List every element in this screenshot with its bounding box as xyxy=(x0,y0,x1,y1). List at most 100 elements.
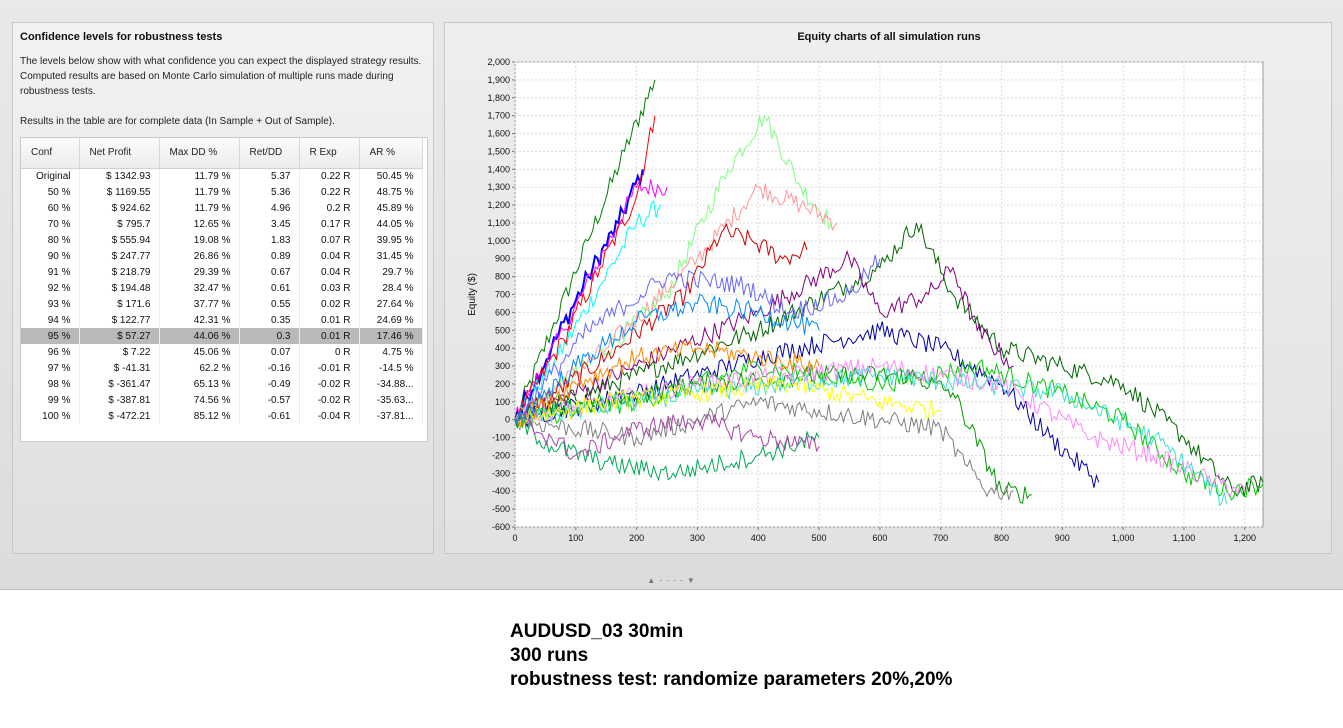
y-tick-label: 1,800 xyxy=(487,93,510,103)
cell-conf: 80 % xyxy=(21,232,80,248)
cell-ret-dd: 1.83 xyxy=(239,232,300,248)
cell-r-exp: 0.2 R xyxy=(299,200,360,216)
cell-r-exp: 0.07 R xyxy=(299,232,360,248)
panel-splitter[interactable]: ▲ - - - - ▼ xyxy=(0,574,1343,586)
table-row[interactable]: 93 % $ 171.6 37.77 % 0.55 0.02 R 27.64 % xyxy=(21,296,423,312)
equity-series-line xyxy=(514,396,1014,501)
cell-r-exp: 0.02 R xyxy=(299,296,360,312)
main-window: Confidence levels for robustness tests T… xyxy=(0,0,1343,590)
table-row[interactable]: 96 % $ 7.22 45.06 % 0.07 0 R 4.75 % xyxy=(21,344,423,360)
table-row[interactable]: 91 % $ 218.79 29.39 % 0.67 0.04 R 29.7 % xyxy=(21,264,423,280)
column-header-max-dd[interactable]: Max DD % xyxy=(159,138,240,169)
cell-ar: -14.5 % xyxy=(359,360,423,376)
x-tick-label: 0 xyxy=(512,533,517,543)
cell-ret-dd: 0.55 xyxy=(239,296,300,312)
equity-series-line xyxy=(514,115,656,421)
equity-series-line xyxy=(514,200,662,425)
equity-series-line xyxy=(514,375,941,428)
y-tick-label: 1,500 xyxy=(487,146,510,156)
column-header-r-exp[interactable]: R Exp xyxy=(299,138,360,169)
cell-max-dd: 11.79 % xyxy=(159,168,240,184)
y-tick-label: 800 xyxy=(495,272,510,282)
cell-net-profit: $ -472.21 xyxy=(79,408,160,424)
confidence-table[interactable]: Conf Net Profit Max DD % Ret/DD R Exp AR… xyxy=(21,138,423,424)
cell-ar: 44.05 % xyxy=(359,216,423,232)
equity-series-line xyxy=(514,79,656,420)
cell-ar: 4.75 % xyxy=(359,344,423,360)
splitter-grip-icon[interactable]: ▲ - - - - ▼ xyxy=(647,575,696,585)
column-header-net-profit[interactable]: Net Profit xyxy=(79,138,160,169)
table-row[interactable]: 97 % $ -41.31 62.2 % -0.16 -0.01 R -14.5 % xyxy=(21,360,423,376)
table-row[interactable]: 95 % $ 57.27 44.06 % 0.3 0.01 R 17.46 % xyxy=(21,328,423,344)
cell-ar: 50.45 % xyxy=(359,168,423,184)
equity-series-line xyxy=(514,223,808,423)
cell-conf: 92 % xyxy=(21,280,80,296)
cell-r-exp: 0.04 R xyxy=(299,264,360,280)
table-row[interactable]: 60 % $ 924.62 11.79 % 4.96 0.2 R 45.89 % xyxy=(21,200,423,216)
y-tick-label: 0 xyxy=(505,415,510,425)
cell-max-dd: 85.12 % xyxy=(159,408,240,424)
cell-conf: 96 % xyxy=(21,344,80,360)
cell-r-exp: -0.04 R xyxy=(299,408,360,424)
y-tick-label: 1,300 xyxy=(487,182,510,192)
confidence-levels-panel: Confidence levels for robustness tests T… xyxy=(12,22,434,554)
chart-title: Equity charts of all simulation runs xyxy=(797,31,981,43)
equity-series-line xyxy=(514,414,820,482)
y-tick-label: 1,200 xyxy=(487,200,510,210)
table-row[interactable]: 80 % $ 555.94 19.08 % 1.83 0.07 R 39.95 % xyxy=(21,232,423,248)
table-header-row: Conf Net Profit Max DD % Ret/DD R Exp AR… xyxy=(21,138,423,169)
cell-max-dd: 19.08 % xyxy=(159,232,240,248)
cell-ar: 48.75 % xyxy=(359,184,423,200)
cell-max-dd: 11.79 % xyxy=(159,200,240,216)
cell-max-dd: 11.79 % xyxy=(159,184,240,200)
caption-symbol: AUDUSD_03 30min xyxy=(510,621,684,642)
cell-conf: 50 % xyxy=(21,184,80,200)
cell-net-profit: $ 795.7 xyxy=(79,216,160,232)
equity-series-line xyxy=(514,365,1227,507)
x-tick-label: 100 xyxy=(568,533,583,543)
table-row[interactable]: 98 % $ -361.47 65.13 % -0.49 -0.02 R -34.88..… xyxy=(21,376,423,392)
table-row[interactable]: 99 % $ -387.81 74.56 % -0.57 -0.02 R -35.63..… xyxy=(21,392,423,408)
y-tick-label: 500 xyxy=(495,325,510,335)
cell-max-dd: 12.65 % xyxy=(159,216,240,232)
cell-max-dd: 37.77 % xyxy=(159,296,240,312)
x-tick-label: 800 xyxy=(994,533,1009,543)
cell-ret-dd: 0.61 xyxy=(239,280,300,296)
equity-series-line xyxy=(514,364,1032,504)
cell-net-profit: $ 555.94 xyxy=(79,232,160,248)
y-tick-label: 700 xyxy=(495,290,510,300)
x-tick-label: 500 xyxy=(812,533,827,543)
table-row[interactable]: 92 % $ 194.48 32.47 % 0.61 0.03 R 28.4 % xyxy=(21,280,423,296)
x-tick-label: 1,100 xyxy=(1173,533,1196,543)
table-row[interactable]: 94 % $ 122.77 42.31 % 0.35 0.01 R 24.69 % xyxy=(21,312,423,328)
table-row[interactable]: 50 % $ 1169.55 11.79 % 5.36 0.22 R 48.75 % xyxy=(21,184,423,200)
table-row[interactable]: 90 % $ 247.77 26.86 % 0.89 0.04 R 31.45 % xyxy=(21,248,423,264)
cell-ar: 31.45 % xyxy=(359,248,423,264)
equity-series-line xyxy=(514,179,668,421)
column-header-ret-dd[interactable]: Ret/DD xyxy=(239,138,300,169)
equity-series-line xyxy=(514,183,838,421)
confidence-table-container[interactable]: Conf Net Profit Max DD % Ret/DD R Exp AR… xyxy=(20,137,428,442)
cell-net-profit: $ -361.47 xyxy=(79,376,160,392)
cell-net-profit: $ -387.81 xyxy=(79,392,160,408)
cell-ar: 28.4 % xyxy=(359,280,423,296)
table-row[interactable]: Original $ 1342.93 11.79 % 5.37 0.22 R 50.45 … xyxy=(21,168,423,184)
cell-net-profit: $ 1342.93 xyxy=(79,168,160,184)
cell-r-exp: 0.22 R xyxy=(299,168,360,184)
y-tick-label: 200 xyxy=(495,379,510,389)
cell-ar: 17.46 % xyxy=(359,328,423,344)
equity-series-line xyxy=(514,222,1264,498)
cell-ret-dd: 0.07 xyxy=(239,344,300,360)
equity-series-line xyxy=(514,413,820,460)
y-tick-label: 900 xyxy=(495,254,510,264)
y-tick-label: 1,400 xyxy=(487,164,510,174)
cell-r-exp: 0.03 R xyxy=(299,280,360,296)
column-header-conf[interactable]: Conf xyxy=(21,138,80,169)
panel-title: Confidence levels for robustness tests xyxy=(20,31,223,43)
table-row[interactable]: 100 % $ -472.21 85.12 % -0.61 -0.04 R -37.81.… xyxy=(21,408,423,424)
table-body: Original $ 1342.93 11.79 % 5.37 0.22 R 50.45 … xyxy=(21,168,423,424)
table-row[interactable]: 70 % $ 795.7 12.65 % 3.45 0.17 R 44.05 % xyxy=(21,216,423,232)
cell-net-profit: $ 7.22 xyxy=(79,344,160,360)
equity-series-line xyxy=(514,249,1014,426)
column-header-ar[interactable]: AR % xyxy=(359,138,423,169)
